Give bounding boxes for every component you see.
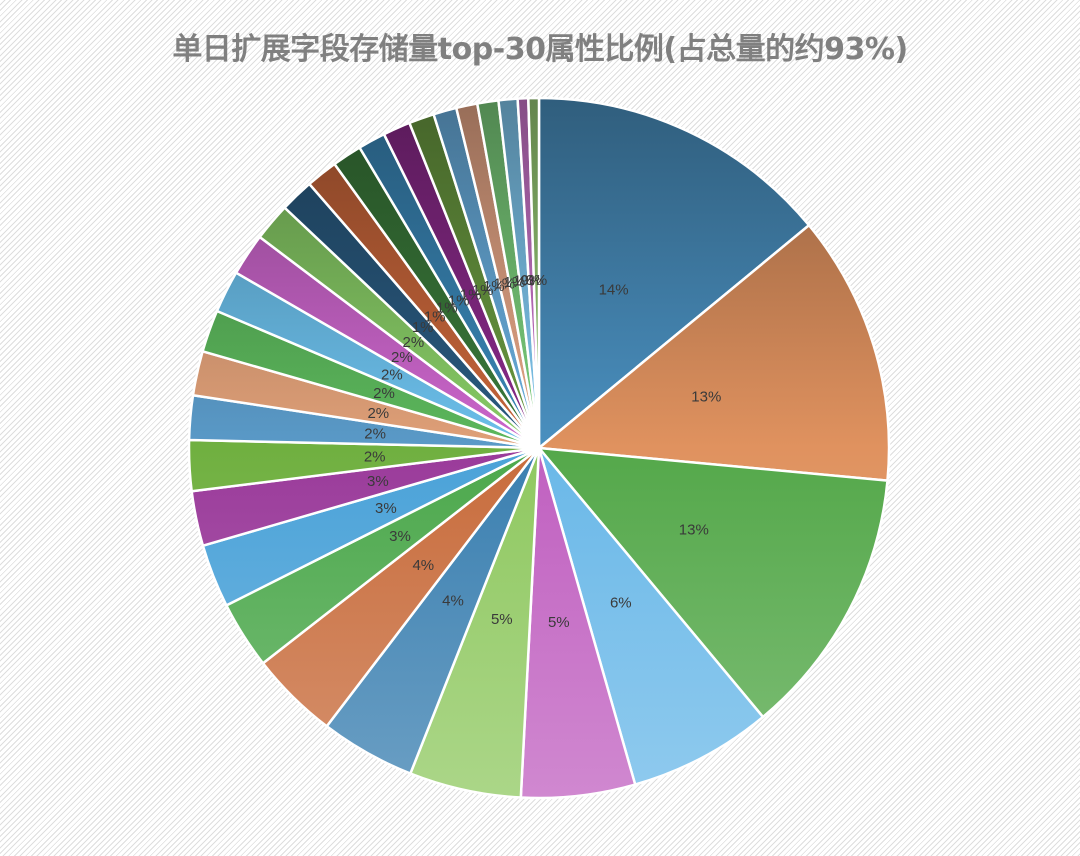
pie-slice-2 — [537, 224, 891, 482]
pie-slice-label-4: 6% — [610, 595, 632, 612]
pie-slice-label-20: 1% — [424, 308, 446, 325]
pie-slice-label-19: 1% — [412, 319, 434, 336]
pie-slice-label-10: 3% — [375, 500, 397, 517]
pie-slice-1 — [537, 96, 811, 450]
pie-slice-label-27: 1% — [504, 274, 526, 291]
pie-slice-3 — [537, 446, 889, 719]
pie-slice-label-22: 1% — [448, 293, 470, 310]
pie-slice-label-11: 3% — [367, 473, 389, 490]
chart-title: 单日扩展字段存储量top-30属性比例(占总量的约93%) — [172, 32, 908, 67]
pie-slice-4 — [537, 446, 765, 786]
pie-slice-label-25: 1% — [483, 278, 505, 295]
pie-slice-label-12: 2% — [364, 448, 386, 465]
pie-slice-label-17: 2% — [391, 349, 413, 366]
pie-slice-label-9: 3% — [389, 528, 411, 545]
pie-slice-label-21: 1% — [436, 300, 458, 317]
pie-slice-label-28: 1% — [513, 273, 535, 290]
pie-slice-label-13: 2% — [364, 426, 386, 443]
pie-slice-label-24: 1% — [472, 282, 494, 299]
pie-slice-label-15: 2% — [373, 385, 395, 402]
pie-slice-label-29: 0% — [520, 272, 542, 289]
pie-slice-label-5: 5% — [548, 614, 570, 631]
pie-slice-label-8: 4% — [412, 557, 434, 574]
pie-labels: 14%13%13%6%5%5%4%4%3%3%3%2%2%2%2%2%2%2%1… — [364, 272, 721, 631]
pie-slice-label-26: 1% — [493, 276, 515, 293]
pie-slices — [187, 96, 891, 800]
pie-slice-label-14: 2% — [367, 405, 389, 422]
pie-slice-label-23: 1% — [460, 287, 482, 304]
pie-slice-label-3: 13% — [679, 522, 709, 539]
pie-slice-label-6: 5% — [491, 611, 513, 628]
pie-slice-label-30: 0% — [526, 272, 548, 289]
pie-slice-label-2: 13% — [691, 389, 721, 406]
pie-slice-label-18: 2% — [403, 334, 425, 351]
pie-slice-30 — [527, 96, 541, 450]
pie-slice-label-1: 14% — [599, 282, 629, 299]
pie-slice-label-7: 4% — [442, 592, 464, 609]
pie-slice-label-16: 2% — [381, 367, 403, 384]
